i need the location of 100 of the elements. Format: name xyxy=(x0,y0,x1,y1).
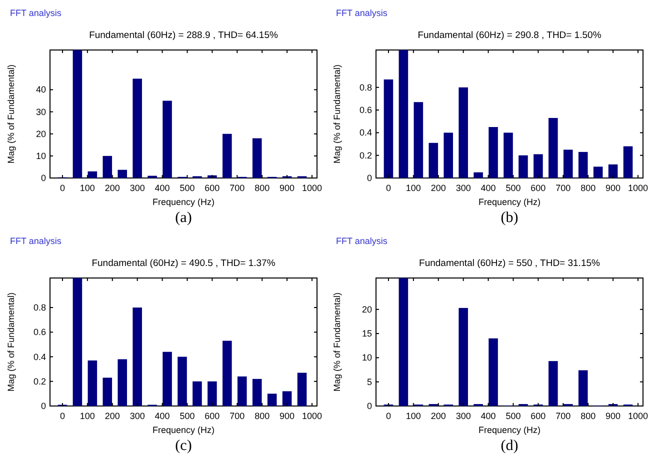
y-tick-label: 30 xyxy=(36,106,46,117)
bar xyxy=(252,138,262,178)
bar xyxy=(428,142,438,178)
x-tick-label: 800 xyxy=(254,411,270,421)
x-tick-label: 700 xyxy=(556,183,571,193)
bar xyxy=(564,150,573,178)
y-tick-label: 5 xyxy=(366,376,372,387)
y-tick-label: 0.2 xyxy=(33,376,46,386)
y-tick-label: 0.8 xyxy=(33,302,46,313)
bar xyxy=(88,360,98,406)
y-tick-label: 0.2 xyxy=(359,150,372,160)
x-tick-label: 1000 xyxy=(628,411,648,421)
bar xyxy=(102,378,112,406)
x-tick-label: 800 xyxy=(580,411,596,421)
chart-title: Fundamental (60Hz) = 550 , THD= 31.15% xyxy=(419,258,601,269)
x-axis-title: Frequency (Hz) xyxy=(478,425,541,435)
x-tick-label: 800 xyxy=(254,183,270,193)
x-tick-label: 100 xyxy=(406,183,421,193)
chart-title: Fundamental (60Hz) = 288.9 , THD= 64.15% xyxy=(89,30,278,41)
x-tick-label: 700 xyxy=(230,411,245,421)
text: (b) xyxy=(500,210,518,226)
bar xyxy=(444,132,454,178)
y-tick-label: 0 xyxy=(366,401,372,411)
chart-subtitle: FFT analysis xyxy=(336,236,388,246)
x-tick-label: 400 xyxy=(480,411,496,421)
x-tick-label: 500 xyxy=(506,411,521,421)
x-tick-label: 200 xyxy=(104,411,120,421)
bar xyxy=(458,308,468,406)
bar xyxy=(132,308,142,406)
bar xyxy=(578,370,588,406)
x-tick-label: 0 xyxy=(60,183,65,193)
bar xyxy=(222,134,232,178)
x-axis-title: Frequency (Hz) xyxy=(152,197,215,207)
bar xyxy=(398,50,408,178)
bar xyxy=(162,352,172,406)
bar xyxy=(192,381,202,406)
text: (c) xyxy=(175,438,192,454)
bar xyxy=(178,356,187,406)
bar xyxy=(252,378,262,406)
x-tick-label: 1000 xyxy=(302,183,322,193)
bar xyxy=(623,146,633,178)
x-tick-label: 1000 xyxy=(628,183,648,193)
x-tick-label: 700 xyxy=(556,411,571,421)
y-tick-label: 10 xyxy=(362,352,372,363)
x-tick-label: 300 xyxy=(456,183,471,193)
bar xyxy=(534,154,543,178)
x-tick-label: 500 xyxy=(180,183,195,193)
x-tick-label: 400 xyxy=(480,183,496,193)
x-tick-label: 1000 xyxy=(302,411,322,421)
bar xyxy=(238,376,247,406)
x-tick-label: 600 xyxy=(530,411,546,421)
x-tick-label: 500 xyxy=(180,411,195,421)
y-axis-title: Mag (% of Fundamental) xyxy=(6,64,16,164)
y-axis-title: Mag (% of Fundamental) xyxy=(6,292,16,392)
bar xyxy=(208,381,217,406)
chart-title: Fundamental (60Hz) = 490.5 , THD= 1.37% xyxy=(92,258,276,269)
text: (a) xyxy=(175,210,192,226)
bar xyxy=(282,391,292,406)
bar xyxy=(398,278,408,406)
x-tick-label: 900 xyxy=(606,411,621,421)
bar xyxy=(162,100,172,178)
x-tick-label: 400 xyxy=(154,411,170,421)
bar xyxy=(72,278,82,406)
bar xyxy=(488,338,498,406)
y-tick-label: 40 xyxy=(36,84,46,95)
chart-subtitle: FFT analysis xyxy=(10,8,62,18)
bar xyxy=(548,361,558,406)
chart-title: Fundamental (60Hz) = 290.8 , THD= 1.50% xyxy=(418,30,602,41)
y-tick-label: 0 xyxy=(40,173,46,183)
bar xyxy=(518,155,528,178)
x-tick-label: 600 xyxy=(530,183,546,193)
y-tick-label: 0 xyxy=(366,173,372,183)
x-axis-title: Frequency (Hz) xyxy=(478,197,541,207)
x-tick-label: 0 xyxy=(386,411,391,421)
bar xyxy=(474,172,483,178)
bar xyxy=(118,359,128,406)
x-tick-label: 100 xyxy=(406,411,421,421)
x-tick-label: 300 xyxy=(456,411,471,421)
y-tick-label: 20 xyxy=(36,128,46,139)
bar xyxy=(504,132,513,178)
y-tick-label: 0.8 xyxy=(359,82,372,92)
bar xyxy=(414,102,424,178)
x-tick-label: 200 xyxy=(430,411,446,421)
x-tick-label: 700 xyxy=(230,183,245,193)
bar xyxy=(118,170,128,178)
bar xyxy=(72,50,82,178)
bar xyxy=(608,164,618,178)
x-tick-label: 900 xyxy=(280,411,295,421)
bar xyxy=(384,79,394,178)
x-tick-label: 800 xyxy=(580,183,596,193)
bar xyxy=(132,78,142,178)
x-tick-label: 0 xyxy=(60,411,65,421)
x-tick-label: 900 xyxy=(280,183,295,193)
y-tick-label: 20 xyxy=(362,304,372,314)
bar xyxy=(593,166,603,178)
y-tick-label: 15 xyxy=(362,328,372,339)
y-tick-label: 0.4 xyxy=(33,352,46,362)
x-tick-label: 300 xyxy=(130,411,145,421)
bar xyxy=(88,171,98,178)
text: (d) xyxy=(500,438,518,454)
